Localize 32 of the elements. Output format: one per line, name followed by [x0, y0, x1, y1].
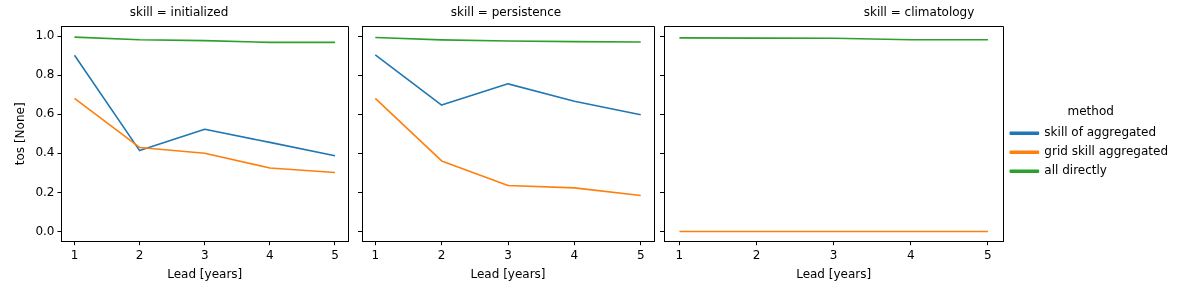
legend-title: method	[1067, 103, 1114, 118]
x-tick-label: 3	[829, 247, 838, 262]
y-tick-label: 0.8	[35, 67, 55, 82]
x-tick-label: 1	[371, 247, 380, 262]
x-tick-label: 2	[752, 247, 761, 262]
legend-label: skill of aggregated	[1044, 125, 1157, 140]
x-tick-label: 4	[266, 247, 274, 262]
legend-label: grid skill aggregated	[1044, 144, 1169, 159]
y-tick-label: 0.0	[35, 223, 55, 238]
x-tick-label: 5	[331, 247, 339, 262]
legend-label: all directly	[1044, 163, 1107, 178]
x-tick-label: 1	[675, 247, 684, 262]
chart-title: skill = initialized	[129, 5, 229, 20]
x-tick-label: 2	[135, 247, 144, 262]
x-tick-label: 4	[906, 247, 915, 262]
y-tick-label: 0.2	[35, 184, 55, 199]
y-tick-label: 1.0	[35, 28, 55, 43]
x-tick-label: 5	[636, 247, 645, 262]
x-axis-title: Lead [years]	[470, 266, 546, 281]
x-tick-label: 4	[570, 247, 579, 262]
x-axis-title: Lead [years]	[167, 266, 243, 281]
x-tick-label: 2	[437, 247, 446, 262]
y-axis-title: tos [None]	[13, 102, 28, 166]
x-tick-label: 3	[504, 247, 512, 262]
chart-title: skill = climatology	[863, 5, 975, 20]
x-axis-title: Lead [years]	[796, 266, 872, 281]
x-tick-label: 3	[200, 247, 209, 262]
y-tick-label: 0.4	[35, 145, 55, 160]
x-tick-label: 5	[984, 247, 992, 262]
x-tick-label: 1	[70, 247, 79, 262]
chart-title: skill = persistence	[450, 5, 562, 20]
y-tick-label: 0.6	[35, 106, 55, 121]
